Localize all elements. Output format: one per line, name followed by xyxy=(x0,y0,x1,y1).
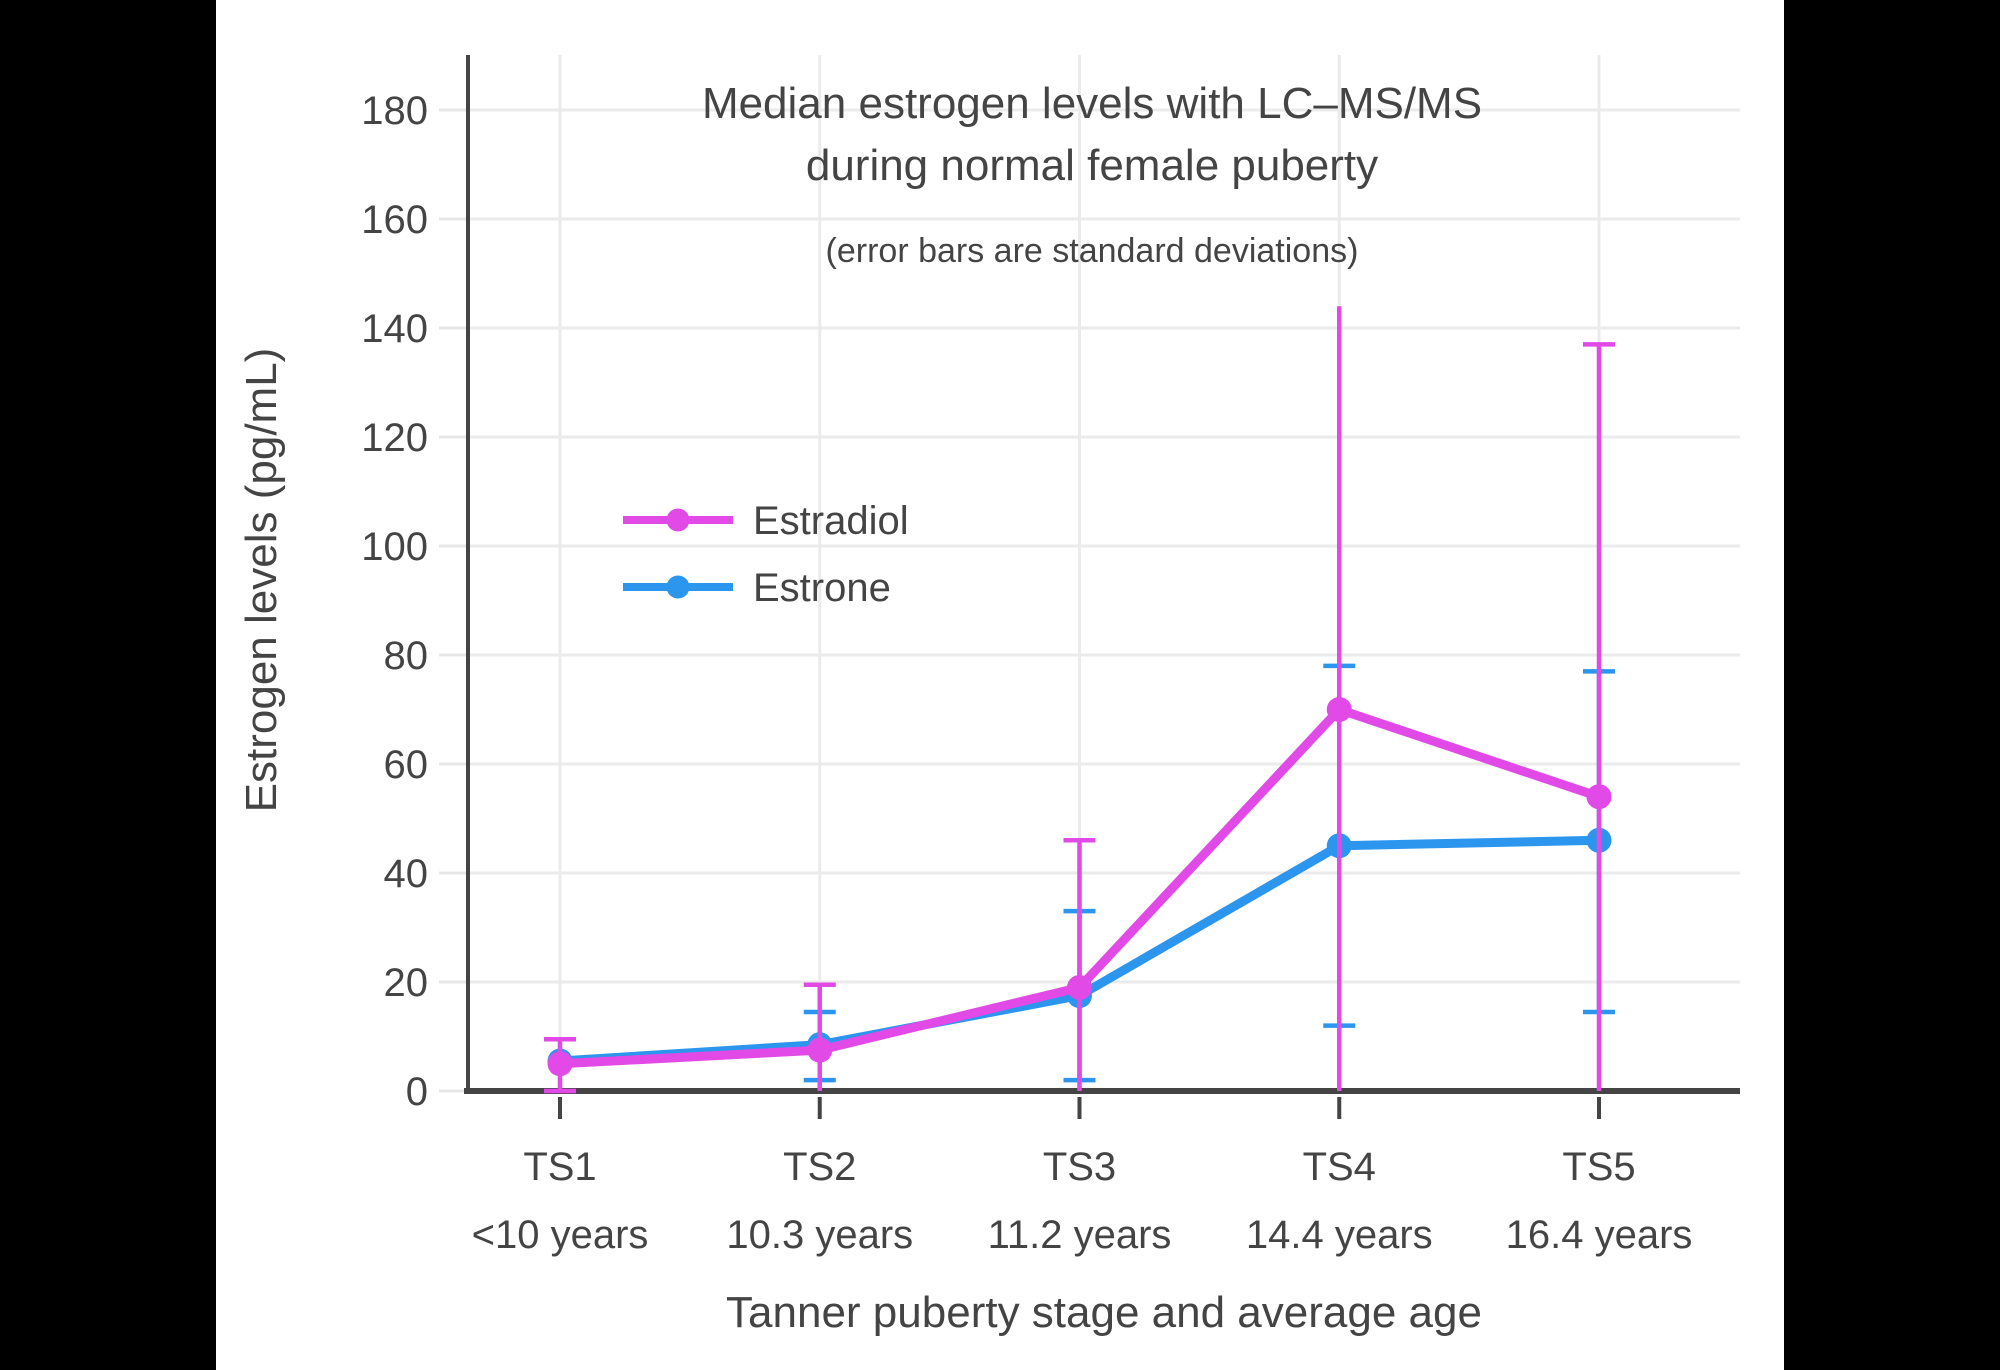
y-tick-label: 120 xyxy=(361,416,428,460)
chart-title-line2: during normal female puberty xyxy=(806,141,1378,190)
x-tick-age-label: <10 years xyxy=(472,1213,649,1257)
estradiol-marker xyxy=(807,1037,833,1063)
legend-swatch-marker-estrone xyxy=(666,575,690,599)
estradiol-marker xyxy=(1326,697,1352,722)
chart-panel: 0 20 40 60 80 100 120 140 160 180 Estradiol Estrone… xyxy=(216,0,1784,1370)
estradiol-marker xyxy=(1067,974,1092,1000)
x-tick-stage-label: TS5 xyxy=(1562,1145,1635,1189)
x-tick-age-label: 10.3 years xyxy=(726,1213,913,1257)
x-tick-stage-label: TS2 xyxy=(783,1145,856,1189)
estrogen-levels-chart: 0 20 40 60 80 100 120 140 160 180 Estradiol Estrone… xyxy=(237,55,1740,1337)
y-tick-label: 40 xyxy=(384,852,429,896)
x-tick-stage-label: TS4 xyxy=(1303,1145,1376,1189)
y-tick-label: 60 xyxy=(384,743,429,787)
legend-swatch-marker-estradiol xyxy=(666,508,690,532)
legend-label-estrone: Estrone xyxy=(753,566,891,610)
estradiol-marker xyxy=(547,1051,573,1077)
y-axis-title: Estrogen levels (pg/mL) xyxy=(237,348,286,813)
x-tick-stage-label: TS3 xyxy=(1043,1145,1116,1189)
y-tick-label: 140 xyxy=(361,307,428,351)
x-axis-title: Tanner puberty stage and average age xyxy=(726,1288,1482,1337)
y-tick-label: 0 xyxy=(406,1070,428,1114)
x-tick-age-label: 11.2 years xyxy=(988,1213,1172,1257)
y-tick-label: 20 xyxy=(384,961,429,1005)
legend-label-estradiol: Estradiol xyxy=(753,499,909,543)
y-tick-label: 180 xyxy=(361,89,428,133)
y-tick-label: 100 xyxy=(361,525,428,569)
x-tick-age-label: 16.4 years xyxy=(1506,1213,1693,1257)
y-tick-label: 160 xyxy=(361,198,428,242)
chart-subtitle: (error bars are standard deviations) xyxy=(826,232,1359,270)
y-tick-label: 80 xyxy=(384,634,429,678)
estradiol-marker xyxy=(1586,784,1612,810)
x-tick-age-label: 14.4 years xyxy=(1246,1213,1433,1257)
chart-title-line1: Median estrogen levels with LC–MS/MS xyxy=(702,79,1482,128)
x-tick-stage-label: TS1 xyxy=(523,1145,596,1189)
